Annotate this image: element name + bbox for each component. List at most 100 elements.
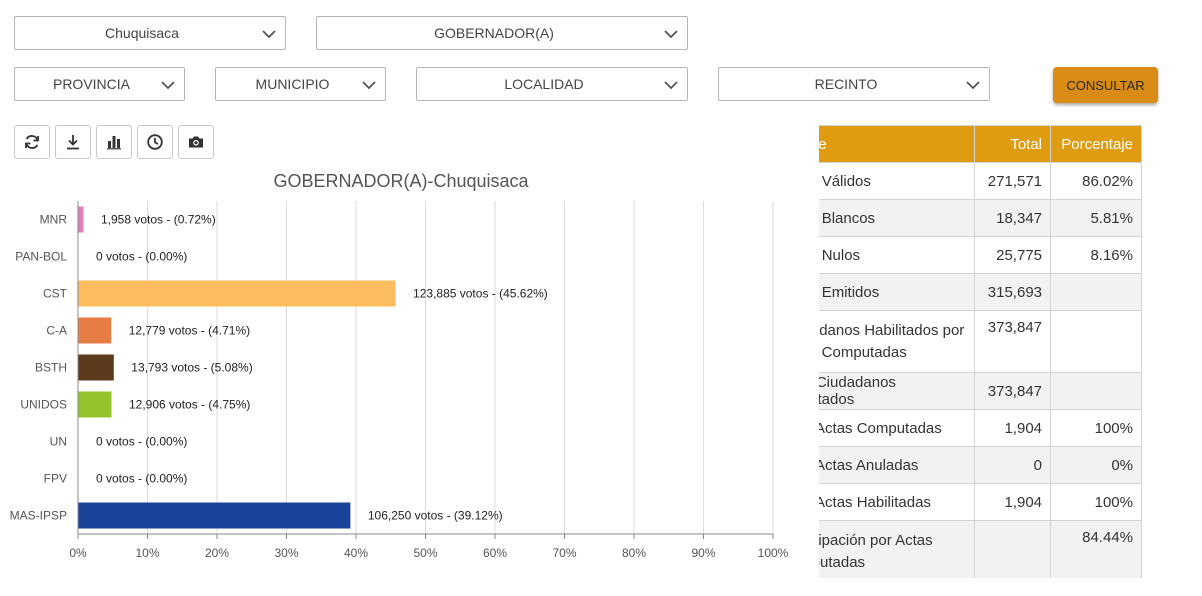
bar-chart-icon	[107, 136, 121, 150]
results-bar-chart: GOBERNADOR(A)-Chuquisaca 1,958 votos - (…	[10, 171, 789, 560]
data-label: 123,885 votos - (45.62%)	[413, 287, 548, 301]
screenshot-button[interactable]	[178, 125, 214, 159]
row-label: Votos Emitidos	[819, 273, 976, 311]
table-row: Total Actas Computadas 1,904 100%	[819, 409, 1142, 447]
x-tick-label: 10%	[135, 546, 159, 560]
row-pct: 100%	[1050, 409, 1142, 447]
bar-mas-ipsp	[78, 502, 351, 529]
category-label: C-A	[46, 324, 67, 338]
recinto-value: RECINTO	[814, 76, 878, 92]
data-label: 12,906 votos - (4.75%)	[129, 398, 250, 412]
row-total: 18,347	[974, 199, 1052, 237]
data-label: 0 votos - (0.00%)	[96, 435, 187, 449]
download-button[interactable]	[55, 125, 91, 159]
table-row: Votos Emitidos 315,693	[819, 273, 1142, 311]
table-row: Total Actas Habilitadas 1,904 100%	[819, 483, 1142, 521]
departamento-select[interactable]: Chuquisaca	[14, 16, 286, 50]
data-label: 0 votos - (0.00%)	[96, 250, 187, 264]
table-row: Total Actas Anuladas 0 0%	[819, 446, 1142, 484]
category-label: UNIDOS	[20, 398, 67, 412]
x-tick-label: 0%	[69, 546, 87, 560]
x-tick-label: 60%	[483, 546, 507, 560]
x-tick-label: 90%	[691, 546, 715, 560]
municipio-value: MUNICIPIO	[255, 76, 330, 92]
x-tick-label: 70%	[552, 546, 576, 560]
x-tick-label: 100%	[758, 546, 789, 560]
departamento-value: Chuquisaca	[105, 25, 179, 41]
row-pct: 84.44%	[1050, 520, 1142, 578]
x-tick-label: 30%	[274, 546, 298, 560]
row-total: 1,904	[974, 483, 1052, 521]
table-row: Ciudadanos Habilitados por Actas Computa…	[819, 310, 1142, 373]
bar-mnr	[78, 206, 84, 233]
category-label: BSTH	[35, 361, 67, 375]
row-pct: 5.81%	[1050, 199, 1142, 237]
history-button[interactable]	[137, 125, 173, 159]
eleccion-value: GOBERNADOR(A)	[434, 25, 554, 41]
municipio-select[interactable]: MUNICIPIO	[215, 67, 386, 101]
data-label: 0 votos - (0.00%)	[96, 472, 187, 486]
localidad-select[interactable]: LOCALIDAD	[416, 67, 688, 101]
chevron-down-icon	[966, 81, 980, 90]
category-label: MNR	[40, 213, 68, 227]
chevron-down-icon	[664, 81, 678, 90]
table-row: Votos Nulos 25,775 8.16%	[819, 236, 1142, 274]
header-detalle: Detalle	[819, 125, 976, 163]
row-pct	[1050, 372, 1142, 410]
category-label: UN	[50, 435, 67, 449]
row-total	[974, 520, 1052, 578]
category-label: FPV	[44, 472, 67, 486]
x-tick-label: 50%	[413, 546, 437, 560]
summary-table-wrap: Detalle Total Porcentaje Votos Válidos 2…	[819, 125, 1190, 578]
row-label: Votos Blancos	[819, 199, 976, 237]
data-label: 12,779 votos - (4.71%)	[129, 324, 250, 338]
refresh-button[interactable]	[14, 125, 50, 159]
chevron-down-icon	[362, 81, 376, 90]
category-label: PAN-BOL	[15, 250, 67, 264]
header-total: Total	[974, 125, 1052, 163]
row-total: 373,847	[974, 372, 1052, 410]
row-label: Participación por Actas Computadas	[819, 520, 976, 578]
row-label: Total Ciudadanos Habilitados	[819, 372, 976, 410]
x-tick-label: 80%	[622, 546, 646, 560]
recinto-select[interactable]: RECINTO	[718, 67, 990, 101]
row-label: Ciudadanos Habilitados por Actas Computa…	[819, 310, 976, 373]
refresh-icon	[25, 135, 39, 149]
row-total: 315,693	[974, 273, 1052, 311]
bar-bsth	[78, 354, 114, 381]
chevron-down-icon	[664, 30, 678, 39]
row-label: Total Actas Computadas	[819, 409, 976, 447]
row-pct	[1050, 310, 1142, 373]
data-label: 106,250 votos - (39.12%)	[368, 509, 503, 523]
row-pct: 100%	[1050, 483, 1142, 521]
row-pct: 86.02%	[1050, 162, 1142, 200]
category-label: MAS-IPSP	[10, 509, 67, 523]
table-row: Votos Blancos 18,347 5.81%	[819, 199, 1142, 237]
category-label: CST	[43, 287, 68, 301]
eleccion-select[interactable]: GOBERNADOR(A)	[316, 16, 688, 50]
data-label: 13,793 votos - (5.08%)	[131, 361, 252, 375]
provincia-select[interactable]: PROVINCIA	[14, 67, 185, 101]
chevron-down-icon	[262, 30, 276, 39]
table-row: Total Ciudadanos Habilitados 373,847	[819, 372, 1142, 410]
provincia-value: PROVINCIA	[52, 76, 130, 92]
bar-c-a	[78, 317, 112, 344]
camera-icon	[189, 136, 203, 148]
row-pct: 0%	[1050, 446, 1142, 484]
chevron-down-icon	[161, 81, 175, 90]
table-row: Participación por Actas Computadas 84.44…	[819, 520, 1142, 578]
chart-title: GOBERNADOR(A)-Chuquisaca	[273, 171, 529, 191]
localidad-value: LOCALIDAD	[504, 76, 584, 92]
consultar-button[interactable]: CONSULTAR	[1053, 67, 1158, 103]
header-porcentaje: Porcentaje	[1050, 125, 1142, 163]
row-pct: 8.16%	[1050, 236, 1142, 274]
row-label: Votos Válidos	[819, 162, 976, 200]
row-total: 373,847	[974, 310, 1052, 373]
bar-chart-button[interactable]	[96, 125, 132, 159]
summary-table: Detalle Total Porcentaje Votos Válidos 2…	[819, 125, 1142, 578]
x-tick-label: 40%	[344, 546, 368, 560]
table-row: Votos Válidos 271,571 86.02%	[819, 162, 1142, 200]
x-tick-label: 20%	[205, 546, 229, 560]
download-icon	[67, 135, 79, 150]
row-total: 25,775	[974, 236, 1052, 274]
